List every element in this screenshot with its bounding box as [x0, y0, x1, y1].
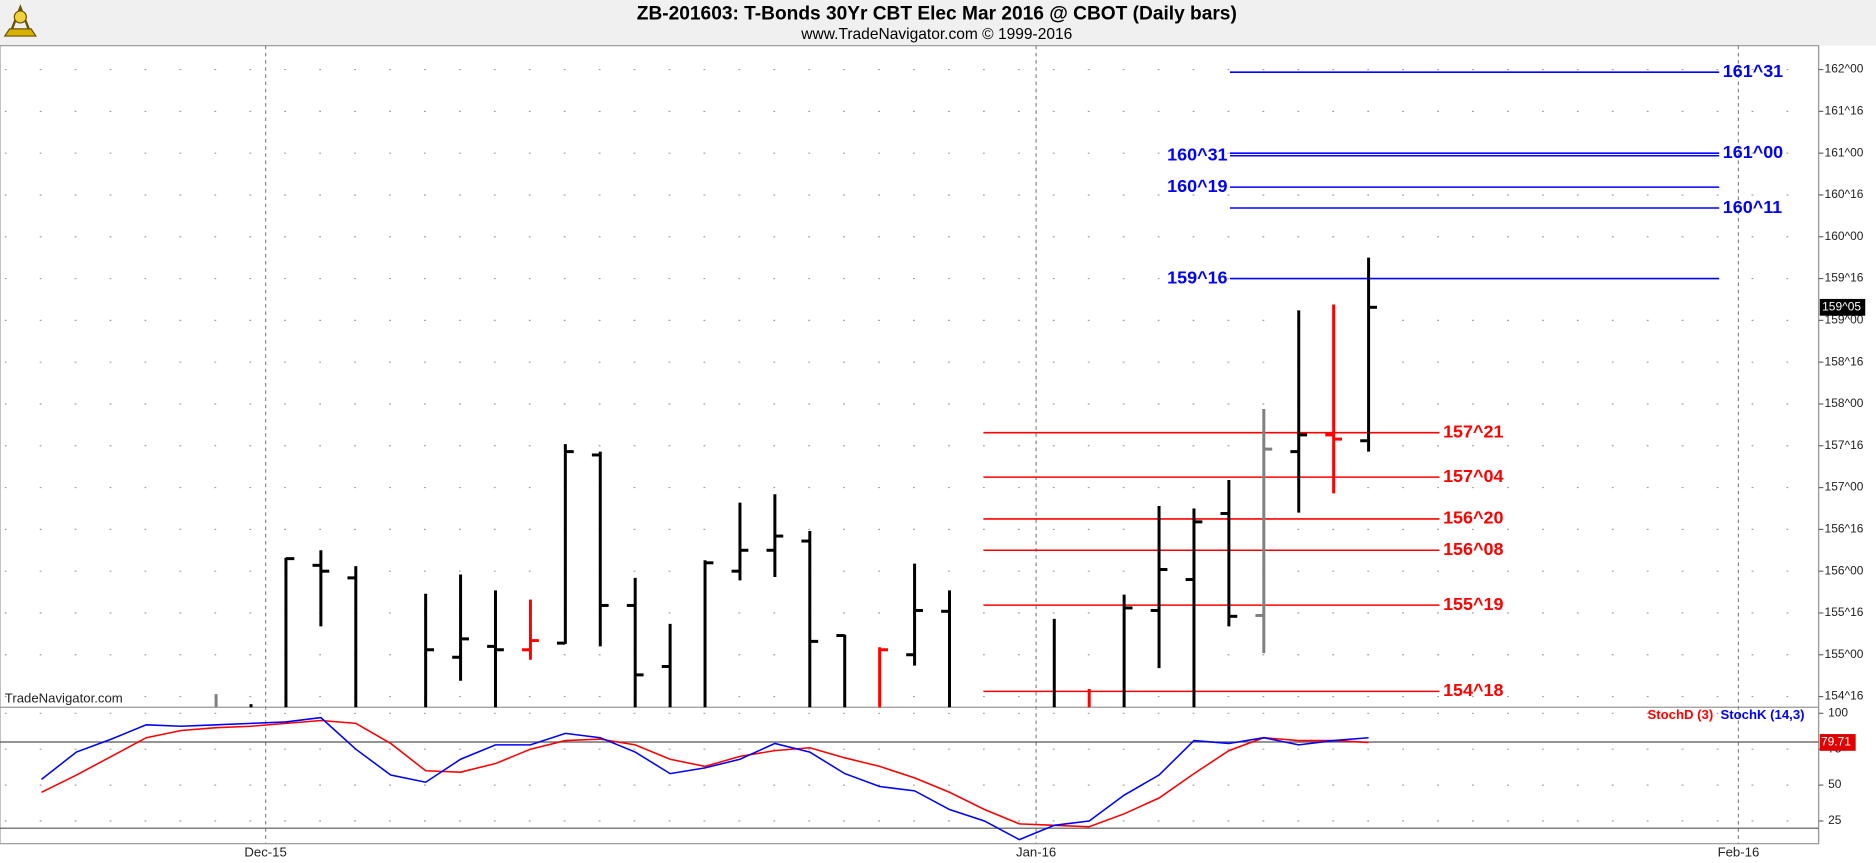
y-tick-label: 155^16: [1825, 605, 1864, 619]
last-price-box: [1819, 298, 1866, 316]
y-tick-label: 154^16: [1825, 689, 1864, 703]
level-label: 157^04: [1443, 466, 1503, 486]
y-tick-label: 157^00: [1825, 480, 1864, 494]
last-stoch-box: [1819, 734, 1856, 751]
y-tick-label: 158^16: [1825, 354, 1864, 368]
level-label: 156^08: [1443, 539, 1503, 559]
y-tick-label: 50: [1828, 777, 1842, 791]
y-tick-label: 162^00: [1825, 62, 1864, 76]
level-label: 157^21: [1443, 421, 1503, 441]
y-tick-label: 160^00: [1825, 229, 1864, 243]
stoch-lines: [41, 716, 1369, 841]
level-label: 161^31: [1723, 61, 1783, 81]
y-tick-label: 156^16: [1825, 522, 1864, 536]
level-label: 155^19: [1443, 594, 1503, 614]
y-tick-label: 155^00: [1825, 647, 1864, 661]
y-tick-label: 161^00: [1825, 145, 1864, 159]
last-stoch-label: 79.71: [1821, 735, 1851, 749]
logo: [3, 4, 38, 37]
stoch-line: [41, 716, 1369, 841]
x-tick-label: Jan-16: [1016, 845, 1056, 860]
x-tick-label: Feb-16: [1718, 845, 1760, 860]
x-tick-label: Dec-15: [244, 845, 286, 860]
y-tick-label: 159^00: [1825, 313, 1864, 327]
legend-entry: StochD (3): [1647, 707, 1713, 722]
level-label: 160^31: [1167, 145, 1227, 165]
level-label: 161^00: [1723, 142, 1783, 162]
y-tick-label: 158^00: [1825, 396, 1864, 410]
y-tick-label: 100: [1828, 705, 1848, 719]
level-label: 160^19: [1167, 176, 1227, 196]
y-tick-label: 160^16: [1825, 187, 1864, 201]
y-tick-label: 157^16: [1825, 438, 1864, 452]
watermark: TradeNavigator.com: [5, 690, 123, 705]
level-label: 154^18: [1443, 680, 1503, 700]
legend-entry: StochK (14,3): [1720, 707, 1804, 722]
y-tick-label: 159^16: [1825, 271, 1864, 285]
plot-background: [0, 45, 1820, 845]
level-label: 156^20: [1443, 508, 1503, 528]
stoch-line: [41, 719, 1369, 828]
y-tick-label: 156^00: [1825, 563, 1864, 577]
y-tick-label: 161^16: [1825, 104, 1864, 118]
y-tick-label: 25: [1828, 813, 1842, 827]
level-label: 160^11: [1723, 197, 1782, 217]
last-price-label: 159^05: [1822, 299, 1861, 313]
chart-title: ZB-201603: T-Bonds 30Yr CBT Elec Mar 201…: [637, 4, 1237, 25]
header-background: [0, 0, 1876, 46]
price-bars: [214, 257, 1377, 708]
chart-subtitle: www.TradeNavigator.com © 1999-2016: [800, 26, 1072, 43]
level-label: 159^16: [1167, 267, 1227, 287]
